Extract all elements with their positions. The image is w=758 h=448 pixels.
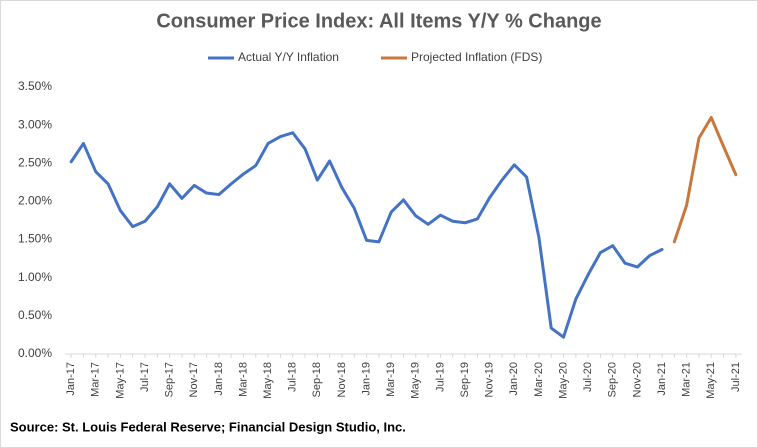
y-tick-label: 1.00%: [18, 270, 52, 284]
series-line: [672, 116, 738, 244]
x-tick-label: May-19: [410, 362, 422, 399]
x-tick-label: Jan-18: [213, 362, 225, 396]
x-tick-label: Mar-18: [237, 362, 249, 397]
x-tick-label: Nov-17: [188, 362, 200, 397]
x-tick-label: May-20: [557, 362, 569, 399]
y-tick-label: 2.00%: [18, 194, 52, 208]
y-tick-label: 3.00%: [18, 117, 52, 131]
x-tick-label: Jan-20: [508, 362, 520, 396]
y-tick-label: 3.50%: [18, 79, 52, 93]
legend-label: Projected Inflation (FDS): [411, 50, 542, 64]
x-tick-label: Jul-19: [434, 362, 446, 392]
x-tick-label: May-17: [114, 362, 126, 399]
x-tick-label: Jan-19: [360, 362, 372, 396]
x-tick-label: Nov-19: [484, 362, 496, 397]
chart-title: Consumer Price Index: All Items Y/Y % Ch…: [156, 10, 601, 32]
x-tick-label: Sep-20: [607, 362, 619, 397]
x-tick-label: Mar-17: [90, 362, 102, 397]
x-tick-label: Nov-20: [631, 362, 643, 397]
y-tick-label: 0.50%: [18, 308, 52, 322]
x-tick-label: Jan-17: [65, 362, 77, 396]
x-tick-label: Sep-19: [459, 362, 471, 397]
x-tick-label: May-18: [262, 362, 274, 399]
source-note: Source: St. Louis Federal Reserve; Finan…: [10, 419, 406, 434]
legend-label: Actual Y/Y Inflation: [238, 50, 339, 64]
x-tick-label: Sep-18: [311, 362, 323, 397]
x-tick-label: Jul-21: [730, 362, 742, 392]
x-tick-label: Mar-19: [385, 362, 397, 397]
x-tick-label: Jul-20: [582, 362, 594, 392]
y-tick-label: 2.50%: [18, 155, 52, 169]
x-tick-label: Mar-20: [533, 362, 545, 397]
x-tick-label: Jul-17: [139, 362, 151, 392]
x-tick-label: Mar-21: [681, 362, 693, 397]
y-tick-label: 0.00%: [18, 346, 52, 360]
x-tick-label: Jul-18: [287, 362, 299, 392]
series-line: [69, 131, 664, 339]
x-tick-label: May-21: [705, 362, 717, 399]
x-tick-label: Jan-21: [656, 362, 668, 396]
y-tick-label: 1.50%: [18, 232, 52, 246]
x-tick-label: Nov-18: [336, 362, 348, 397]
x-tick-label: Sep-17: [164, 362, 176, 397]
